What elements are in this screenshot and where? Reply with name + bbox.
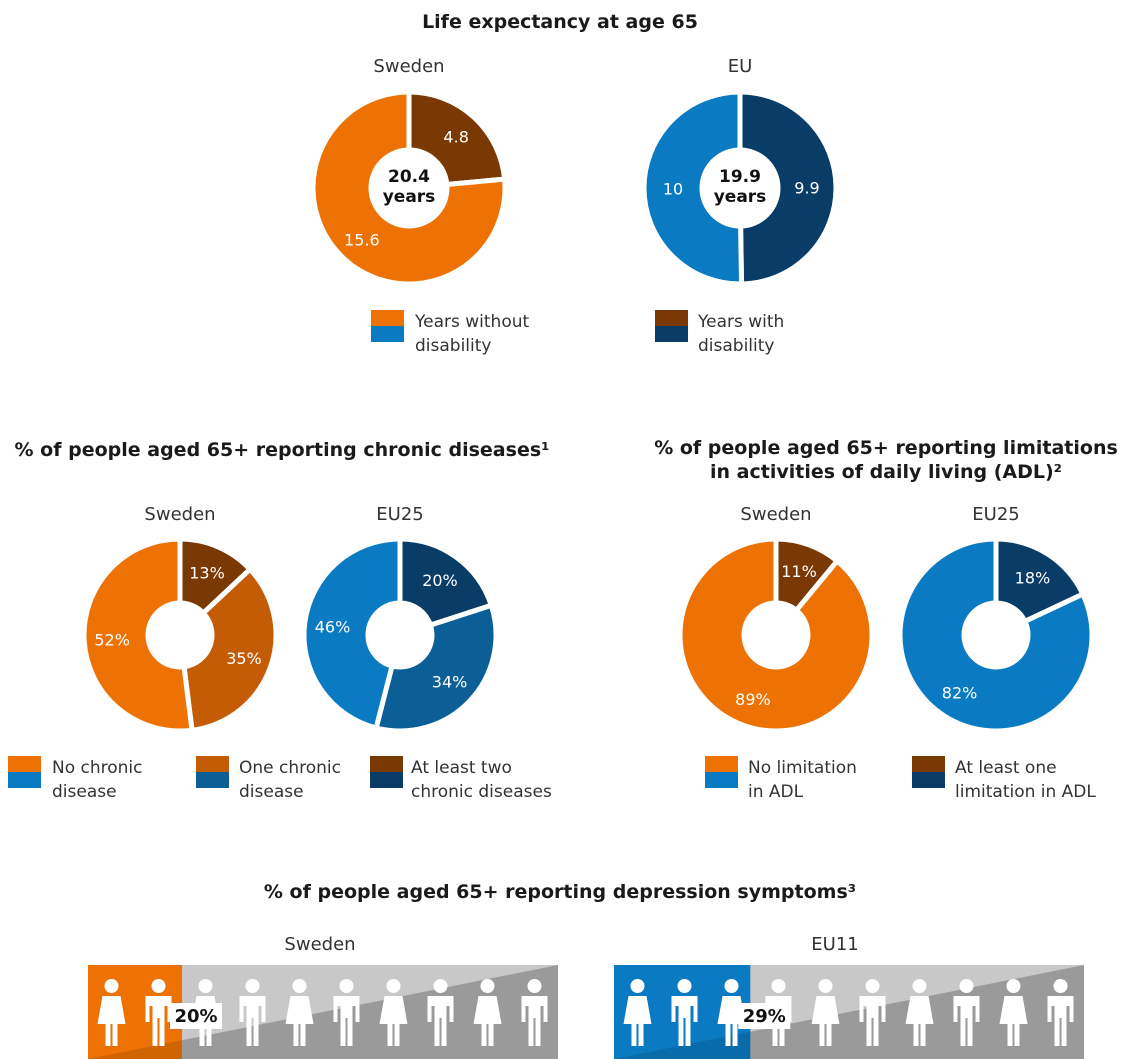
depression-eu11-label: EU11	[811, 934, 858, 955]
life-expectancy-title: Life expectancy at age 65	[422, 11, 698, 33]
chronic-eu25-slice-label-1: 20%	[422, 571, 458, 590]
adl-eu25-donut: 18% 82%	[897, 536, 1095, 734]
depression-sweden-pictogram: 20%	[88, 965, 558, 1059]
legend-swatch-none-sweden	[8, 756, 41, 772]
life-eu-center-value: 19.9	[719, 167, 761, 187]
adl-sweden-label: Sweden	[740, 504, 811, 525]
legend-two-chronic-diseases: At least two chronic diseases	[370, 756, 552, 802]
life-eu-center-unit: years	[714, 187, 767, 207]
life-sweden-slice-1	[406, 89, 508, 188]
depression-sweden-label: Sweden	[284, 934, 355, 955]
depression-eu11-value-box	[738, 1003, 791, 1029]
adl-sweden-slice-2	[677, 536, 875, 734]
legend-swatch-none-eu	[8, 772, 41, 788]
chronic-eu25-slice-1	[397, 536, 495, 629]
adl-sweden-slice-label-2: 89%	[735, 690, 771, 709]
life-eu-slice-label-1: 9.9	[794, 178, 819, 197]
adl-sweden-slice-label-1: 11%	[781, 562, 817, 581]
legend-swatch-nolim-sweden	[705, 756, 738, 772]
life-expectancy-sweden-donut: 4.8 15.6	[310, 89, 508, 287]
life-sweden-center-value: 20.4	[388, 167, 430, 187]
chronic-sweden-slice-label-1: 13%	[189, 564, 225, 583]
life-sweden-center-unit: years	[383, 187, 436, 207]
adl-eu25-slice-label-2: 82%	[942, 683, 978, 702]
legend-one-chronic-disease: One chronic disease	[196, 756, 341, 802]
adl-eu25-slice-label-1: 18%	[1015, 569, 1051, 588]
legend-without-line2: disability	[415, 336, 491, 356]
life-eu-label: EU	[728, 56, 753, 77]
legend-one-limitation-adl: At least one limitation in ADL	[912, 756, 1096, 802]
legend-years-with-disability: Years with disability	[655, 310, 784, 356]
legend-none-line1: No chronic	[52, 758, 143, 778]
adl-title-line2: in activities of daily living (ADL)²	[710, 461, 1062, 483]
legend-swatch-two-sweden	[370, 756, 403, 772]
legend-no-chronic-disease: No chronic disease	[8, 756, 143, 802]
chronic-eu25-slice-label-3: 46%	[315, 617, 351, 636]
legend-swatch-onelim-eu	[912, 772, 945, 788]
life-expectancy-eu-donut: 9.9 10	[641, 89, 839, 287]
chronic-sweden-slice-2	[181, 565, 279, 734]
adl-eu25-slice-2	[897, 536, 1095, 734]
chronic-eu25-slice-3	[301, 536, 403, 732]
legend-one-line1: One chronic	[239, 758, 341, 778]
legend-onelim-line1: At least one	[955, 758, 1057, 778]
depression-eu11-value-label: 29%	[743, 1006, 786, 1027]
adl-eu25-slice-1	[993, 536, 1087, 625]
legend-without-line1: Years without	[414, 312, 529, 332]
chronic-eu25-slice-2	[373, 602, 499, 734]
adl-eu25-label: EU25	[972, 504, 1019, 525]
legend-swatch-onelim-sweden	[912, 756, 945, 772]
life-sweden-label: Sweden	[373, 56, 444, 77]
legend-swatch-two-eu	[370, 772, 403, 788]
chronic-sweden-slice-label-2: 35%	[226, 649, 262, 668]
legend-no-limitation-adl: No limitation in ADL	[705, 756, 857, 802]
chronic-eu25-donut: 20% 34% 46%	[301, 536, 499, 734]
legend-swatch-without-sweden	[371, 310, 404, 326]
adl-title-line1: % of people aged 65+ reporting limitatio…	[654, 437, 1118, 459]
legend-swatch-without-eu	[371, 326, 404, 342]
legend-with-line2: disability	[698, 336, 774, 356]
chronic-sweden-slice-label-3: 52%	[94, 630, 130, 649]
depression-sweden-highlight-shade	[88, 1040, 182, 1059]
life-eu-slice-1	[737, 89, 839, 287]
legend-with-line1: Years with	[697, 312, 784, 332]
chronic-sweden-label: Sweden	[144, 504, 215, 525]
chronic-eu25-label: EU25	[376, 504, 423, 525]
life-sweden-slice-label-1: 4.8	[443, 127, 468, 146]
chronic-eu25-slice-label-2: 34%	[432, 673, 468, 692]
legend-years-without-disability: Years without disability	[371, 310, 529, 356]
chronic-title: % of people aged 65+ reporting chronic d…	[15, 439, 550, 461]
life-sweden-slice-2	[310, 89, 508, 287]
depression-sweden-value-label: 20%	[174, 1006, 217, 1027]
life-eu-slice-2	[641, 89, 745, 287]
legend-nolim-line2: in ADL	[748, 782, 804, 802]
depression-eu11-pictogram: 29%	[614, 965, 1084, 1059]
legend-nolim-line1: No limitation	[748, 758, 857, 778]
legend-one-line2: disease	[239, 782, 304, 802]
depression-sweden-value-box	[170, 1003, 222, 1029]
life-sweden-slice-label-2: 15.6	[344, 231, 380, 250]
chronic-sweden-donut: 13% 35% 52%	[81, 536, 279, 734]
legend-onelim-line2: limitation in ADL	[955, 782, 1096, 802]
chronic-sweden-slice-3	[81, 536, 195, 734]
depression-title: % of people aged 65+ reporting depressio…	[264, 881, 856, 903]
legend-two-line2: chronic diseases	[411, 782, 552, 802]
legend-swatch-one-sweden	[196, 756, 229, 772]
life-eu-slice-label-2: 10	[663, 180, 683, 199]
legend-swatch-with-eu	[655, 326, 688, 342]
legend-swatch-one-eu	[196, 772, 229, 788]
legend-two-line1: At least two	[411, 758, 512, 778]
legend-swatch-with-sweden	[655, 310, 688, 326]
legend-swatch-nolim-eu	[705, 772, 738, 788]
legend-none-line2: disease	[52, 782, 117, 802]
adl-sweden-donut: 11% 89%	[677, 536, 875, 734]
